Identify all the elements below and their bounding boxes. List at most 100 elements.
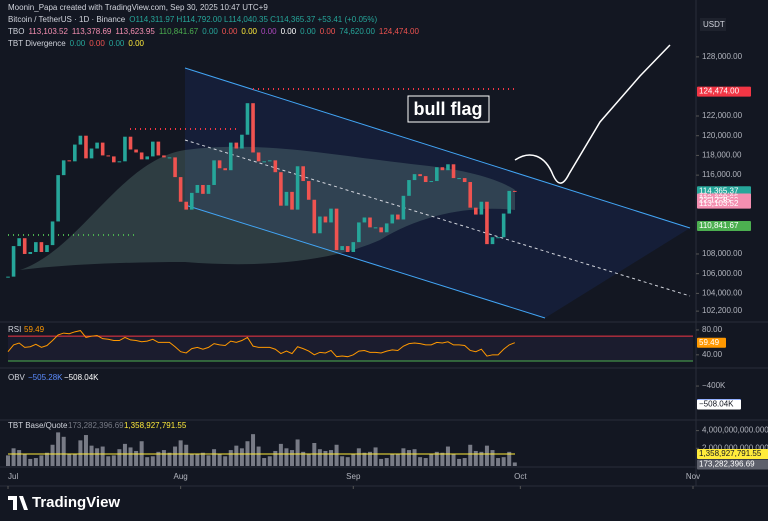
price-tag-label: −508.04K [699,400,734,409]
volume-bar [67,453,72,466]
candle [429,181,434,183]
rsi-title: RSI [8,325,21,334]
price-tag [697,198,751,209]
volume-bar [440,452,445,466]
candle [11,246,16,277]
candle [67,160,72,162]
obv-legend: −508.04K [64,373,99,382]
rsi-band [8,336,693,362]
candle [368,217,372,228]
y-tick-label: 102,200.00 [702,306,743,315]
candle [56,175,60,222]
volume-bar [496,458,501,466]
volume-bar [134,450,139,466]
candle [223,168,227,171]
channel-fill [185,68,690,318]
candle [334,208,339,251]
volume-bar [33,458,38,466]
tbt-value: 0.00 [69,39,86,48]
volume-bar [61,436,66,466]
volume-bar [22,454,27,466]
volume-legend: 173,282,396.69 [68,421,124,430]
x-tick-label: Sep [346,472,361,481]
y-tick-label: 120,000.00 [702,131,743,140]
volume-bar [390,454,395,466]
tbo-value: 110,841.67 [158,27,199,36]
volume-bar [156,451,161,466]
volume-bar [484,445,489,466]
y-tick-label: 116,000.00 [702,170,742,179]
price-tag [697,448,768,459]
candle [390,214,395,224]
volume-bar [11,448,16,466]
channel-upper [184,67,691,229]
tbt-value: 0.00 [108,39,125,48]
volume-bar [17,450,22,466]
ohlc: O114,311.97 H114,792.00 L114,040.35 C114… [129,15,378,24]
x-tick-label: Jul [8,472,18,481]
logo: TradingView [8,494,120,511]
volume-bar [44,452,49,466]
volume-bar [451,454,456,466]
y-tick-label: 80.00 [702,325,723,334]
y-tick-label: 108,000.00 [702,249,743,258]
tbo-value: 124,474.00 [378,27,419,36]
y-tick-label: 2,000,000,000.000 [702,443,768,452]
price-tag-label: 114,365.37 [699,186,739,195]
cloud [20,146,515,270]
rsi-legend: 59.49 [24,325,45,334]
volume-legend: 1,358,927,791.55 [124,421,187,430]
volume-bar [228,450,233,466]
tbo-value: 113,378.69 [71,27,112,36]
candle [150,141,155,157]
candle [162,155,166,158]
volume-bar [412,449,417,466]
volume-bar [6,455,10,466]
tbo-value: 0.00 [319,27,336,36]
candle [273,160,278,173]
volume-bar [284,448,289,466]
candle [156,141,161,156]
candle [329,208,333,223]
candle [290,191,294,210]
tbo-value: 0.00 [202,27,218,36]
volume-bar [167,452,172,466]
volume-bar [345,457,350,466]
volume-bar [256,446,261,466]
volume-bar [434,451,439,466]
volume-bar [39,455,44,466]
candle [134,149,138,153]
volume-bar [161,450,166,466]
tbo-value: 0.00 [261,27,277,36]
candle [396,214,400,220]
candle [312,199,317,234]
candle [45,245,49,252]
candle [373,227,378,229]
volume-bar [56,432,61,466]
candle [245,103,250,135]
header: Moonin_Papa created with TradingView.com… [8,2,423,50]
candle [435,167,439,182]
y-tick-label: −400K [702,381,726,390]
volume-bar [317,449,322,466]
candle [462,178,467,183]
volume-bar [206,455,211,466]
volume-bar [278,443,283,466]
candle [95,142,99,149]
candle [173,157,177,178]
candle [84,135,88,159]
volume-bar [28,458,33,466]
symbol: Bitcoin / TetherUS · 1D · Binance [8,15,126,24]
volume-bar [468,444,473,466]
candle [340,246,344,251]
volume-bar [89,445,94,466]
volume-bar [122,443,127,466]
volume-bar [78,440,83,466]
y-tick-label: 4,000,000,000.000 [702,426,768,435]
volume-bar [356,448,361,466]
candle [50,221,55,246]
price-tag-label: 124,474.00 [699,87,740,96]
price-tag-label: 110,841.67 [699,221,739,230]
volume-bar [178,440,183,466]
annotation: bull flag [414,99,483,119]
